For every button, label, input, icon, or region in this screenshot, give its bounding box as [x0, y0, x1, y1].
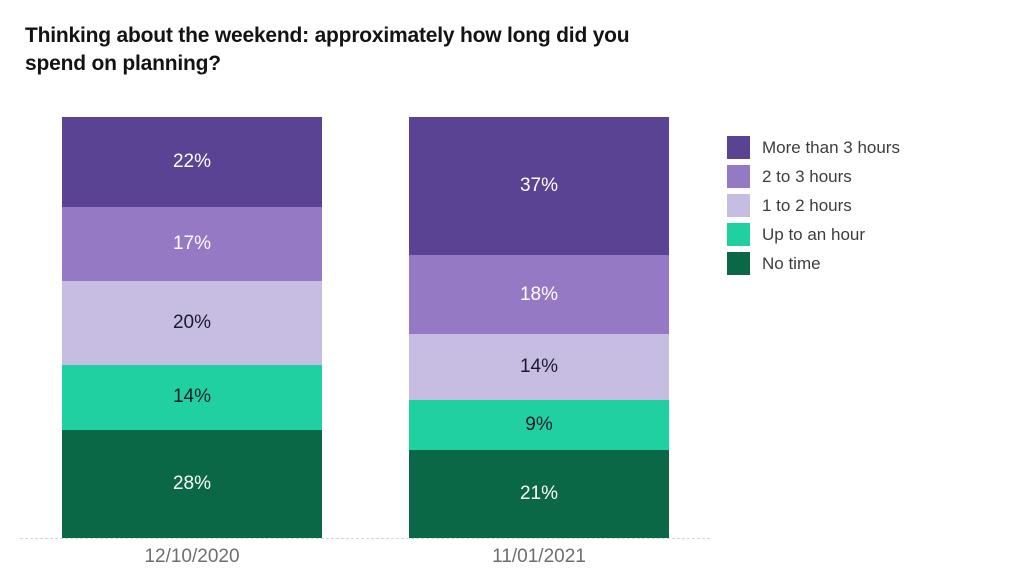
legend-item[interactable]: 1 to 2 hours — [727, 194, 900, 217]
bar-segment-value: 20% — [172, 311, 212, 333]
legend-swatch — [727, 223, 750, 246]
legend: More than 3 hours 2 to 3 hours 1 to 2 hour… — [727, 136, 900, 275]
legend-swatch — [727, 194, 750, 217]
bar-segment[interactable]: 37% — [409, 117, 669, 256]
legend-item[interactable]: Up to an hour — [727, 223, 900, 246]
bar-segment-value: 22% — [172, 150, 212, 172]
bar-segment-value: 17% — [172, 232, 212, 254]
legend-item-label: 2 to 3 hours — [762, 167, 852, 186]
plot-area: 22% 17% 20% 14% 28% 12/10/2020 37% 18% 14% 9% 21% 1… — [20, 117, 710, 567]
x-axis-label: 12/10/2020 — [144, 546, 240, 567]
legend-swatch — [727, 165, 750, 188]
bar-segment[interactable]: 28% — [62, 429, 322, 538]
bar-segment-value: 28% — [172, 472, 212, 494]
bar-segment[interactable]: 22% — [62, 117, 322, 207]
bar-stack: 22% 17% 20% 14% 28% — [62, 117, 322, 538]
x-axis-label: 11/01/2021 — [492, 546, 586, 567]
legend-item[interactable]: More than 3 hours — [727, 136, 900, 159]
legend-item-label: More than 3 hours — [762, 138, 900, 157]
legend-swatch — [727, 252, 750, 275]
legend-item-label: No time — [762, 254, 821, 273]
bar-segment[interactable]: 20% — [62, 281, 322, 365]
x-axis-baseline — [20, 538, 710, 539]
bars-container: 22% 17% 20% 14% 28% 12/10/2020 37% 18% 14% 9% 21% 1… — [20, 117, 710, 567]
bar-segment-value: 21% — [519, 483, 559, 505]
stacked-bar: 22% 17% 20% 14% 28% 12/10/2020 — [62, 117, 322, 567]
legend-item-label: Up to an hour — [762, 225, 866, 244]
stacked-bar: 37% 18% 14% 9% 21% 11/01/2021 — [409, 117, 669, 567]
bar-segment[interactable]: 9% — [409, 399, 669, 451]
legend-item-label: 1 to 2 hours — [762, 196, 852, 215]
legend-swatch — [727, 136, 750, 159]
bar-segment[interactable]: 14% — [409, 333, 669, 400]
bar-segment-value: 9% — [525, 413, 553, 435]
bar-segment-value: 18% — [519, 283, 559, 305]
bar-segment[interactable]: 17% — [62, 206, 322, 282]
bar-segment-value: 37% — [519, 175, 559, 197]
legend-item[interactable]: No time — [727, 252, 900, 275]
bar-segment[interactable]: 14% — [62, 364, 322, 430]
bar-segment[interactable]: 21% — [409, 450, 669, 538]
bar-segment-value: 14% — [519, 355, 559, 377]
bar-stack: 37% 18% 14% 9% 21% — [409, 117, 669, 538]
legend-item[interactable]: 2 to 3 hours — [727, 165, 900, 188]
bar-segment[interactable]: 18% — [409, 255, 669, 334]
bar-segment-value: 14% — [172, 386, 212, 408]
chart-title: Thinking about the weekend: approximatel… — [25, 24, 630, 75]
